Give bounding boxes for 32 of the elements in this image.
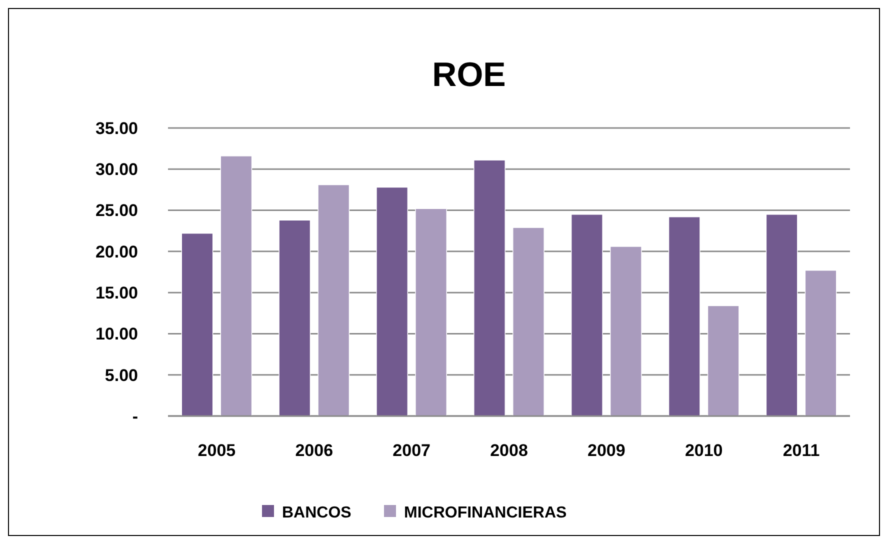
x-tick-label: 2009 <box>588 441 626 460</box>
x-tick-label: 2010 <box>684 441 723 460</box>
x-tick-label: 2011 <box>782 441 820 460</box>
x-tick-label: 2006 <box>295 441 334 460</box>
legend-label: MICROFINANCIERAS <box>404 504 567 522</box>
y-tick-label: 5.00 <box>104 366 138 385</box>
y-tick-label: 10.00 <box>95 324 138 344</box>
bar <box>415 208 447 416</box>
bar <box>668 216 700 416</box>
bar <box>610 246 642 416</box>
bar <box>804 270 837 416</box>
y-tick-label: 20.00 <box>95 242 138 262</box>
bar <box>474 160 506 416</box>
y-tick-label: 30.00 <box>95 160 138 180</box>
x-tick-label: 2007 <box>392 441 430 460</box>
bar <box>571 214 603 416</box>
legend-label: BANCOS <box>282 504 352 522</box>
y-tick-label: - <box>132 406 138 426</box>
x-tick-label: 2005 <box>198 441 236 460</box>
bar <box>512 227 544 416</box>
bar <box>318 184 350 416</box>
y-tick-label: 15.00 <box>95 284 138 303</box>
bar <box>220 156 252 416</box>
bar <box>181 232 214 416</box>
bar <box>376 186 408 416</box>
y-tick-label: 25.00 <box>95 201 138 220</box>
bar <box>707 305 740 416</box>
chart-title: ROE <box>432 56 506 94</box>
bar <box>278 220 311 416</box>
y-tick-label: 35.00 <box>95 118 138 138</box>
x-tick-label: 2008 <box>490 441 528 460</box>
bar <box>766 214 798 416</box>
